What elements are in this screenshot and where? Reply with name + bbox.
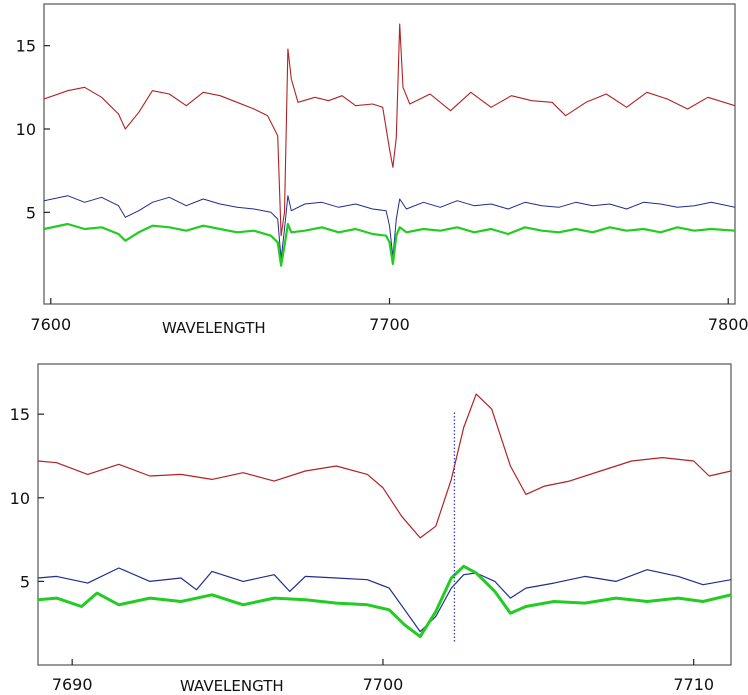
y-tick-label: 10 <box>16 120 36 139</box>
x-axis-title: WAVELENGTH <box>162 319 266 337</box>
bottom-spectrum-chart: 5 10 15 7690 7700 7710 WAVELENGTH <box>10 363 732 695</box>
plot-frame <box>37 363 732 666</box>
series-line-2 <box>38 567 731 633</box>
x-tick-label: 7700 <box>363 675 404 694</box>
x-tick-label: 7700 <box>369 315 410 334</box>
x-tick-label: 7800 <box>708 315 748 334</box>
series-line-3 <box>44 222 735 267</box>
y-tick-label: 5 <box>20 572 30 591</box>
y-tick-label: 15 <box>10 405 30 424</box>
series-line-2 <box>44 195 735 260</box>
x-tick-label: 7690 <box>52 675 93 694</box>
top-spectrum-chart: 5 10 15 7600 7700 7800 WAVELENGTH <box>16 3 748 337</box>
plot-frame <box>43 3 736 305</box>
y-tick-label: 5 <box>26 203 36 222</box>
series-line-1 <box>38 393 731 539</box>
series-line-1 <box>44 23 735 237</box>
x-tick-label: 7600 <box>30 315 71 334</box>
x-tick-label: 7710 <box>673 675 714 694</box>
y-tick-label: 10 <box>10 489 30 508</box>
y-tick-label: 15 <box>16 37 36 56</box>
x-axis-title: WAVELENGTH <box>180 677 284 695</box>
series-line-3 <box>38 564 731 639</box>
